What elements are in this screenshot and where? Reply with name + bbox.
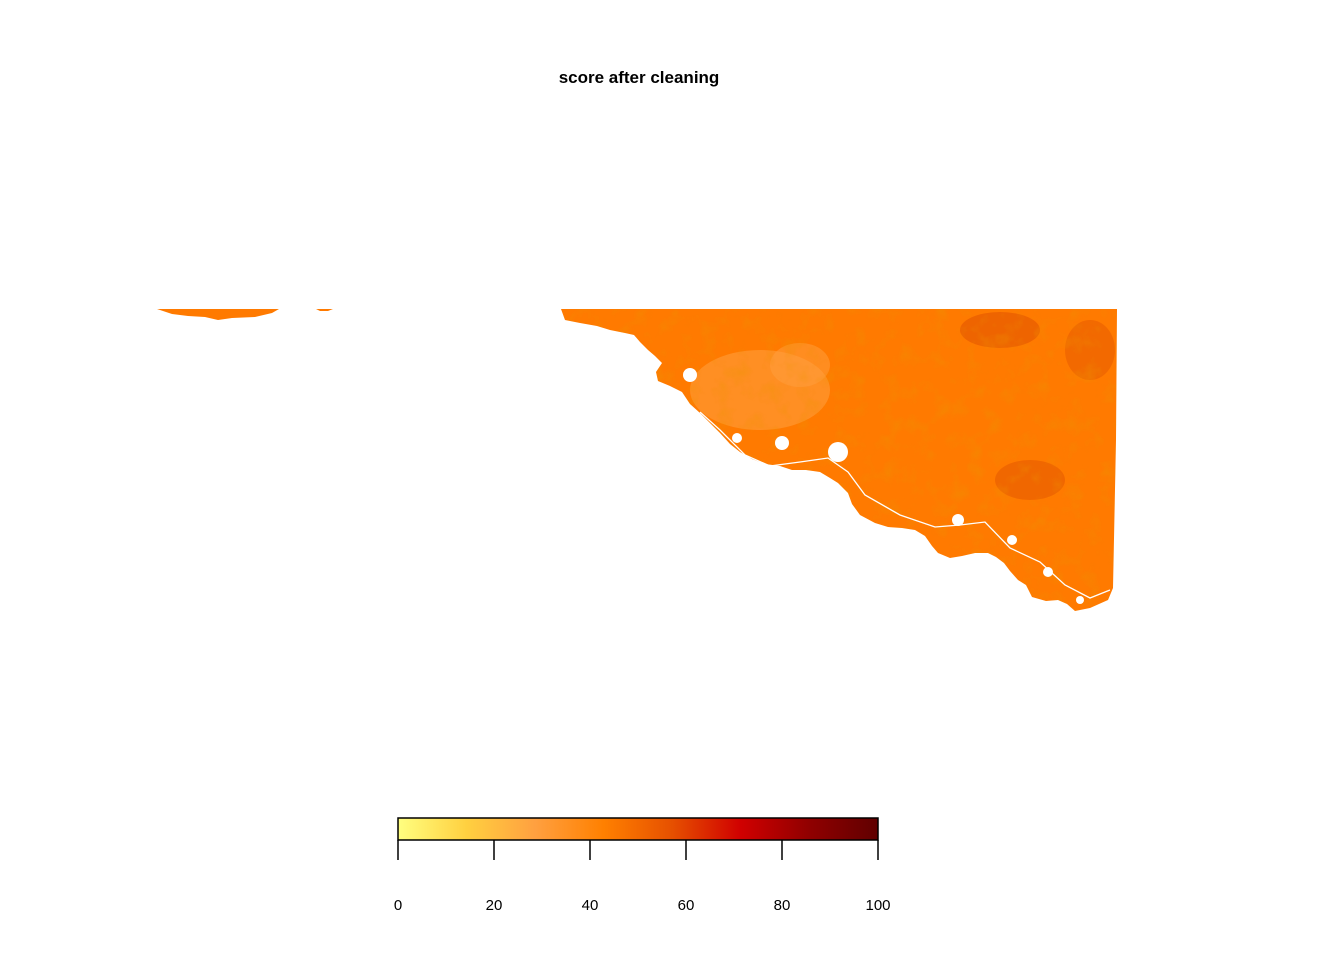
region-fill bbox=[316, 309, 333, 311]
legend-tick-label: 60 bbox=[678, 897, 695, 914]
region-fill bbox=[157, 309, 279, 320]
coastal-inlets bbox=[683, 368, 1084, 604]
legend-tick-label: 20 bbox=[486, 897, 503, 914]
map-region-main bbox=[561, 309, 1117, 611]
color-legend: 0 20 40 60 80 100 bbox=[394, 817, 891, 914]
legend-color-bar bbox=[397, 817, 879, 841]
legend-tick-label: 0 bbox=[394, 897, 402, 914]
map-region-fragment bbox=[157, 309, 333, 320]
legend-tick-label: 80 bbox=[774, 897, 791, 914]
map-title: score after cleaning bbox=[558, 68, 720, 87]
legend-tick-label: 100 bbox=[865, 897, 890, 914]
legend-tick-label: 40 bbox=[582, 897, 599, 914]
